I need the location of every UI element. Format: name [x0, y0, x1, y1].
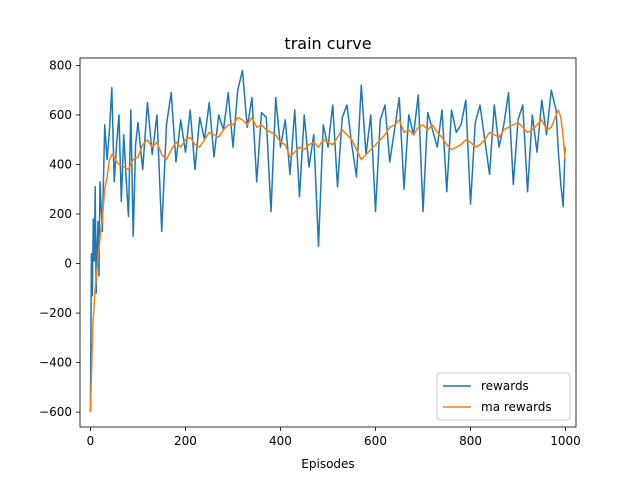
x-tick-label: 200 [174, 434, 197, 448]
y-tick-label: −200 [39, 306, 72, 320]
y-tick-label: 0 [64, 257, 72, 271]
x-axis-label: Episodes [301, 457, 354, 471]
y-tick-label: 600 [49, 108, 72, 122]
axes-frame [79, 57, 577, 428]
legend-entry-label: ma rewards [481, 400, 552, 414]
y-tick-label: 400 [49, 157, 72, 171]
series-line-ma-rewards [89, 109, 566, 413]
legend: rewards ma rewards [436, 372, 571, 421]
chart-title: train curve [284, 34, 371, 53]
y-tick-label: 200 [49, 207, 72, 221]
legend-entry-label: rewards [481, 379, 529, 393]
series-group [89, 69, 566, 413]
plot-area: 0 200 400 600 800 1000 −600 −400 −200 0 200 400 600 8… [39, 57, 581, 448]
x-tick-label: 0 [87, 434, 95, 448]
x-tick-label: 600 [364, 434, 387, 448]
y-tick-label: −600 [39, 405, 72, 419]
legend-box [436, 372, 571, 421]
series-line-rewards [89, 69, 566, 413]
x-tick-label: 400 [269, 434, 292, 448]
x-tick-label: 1000 [550, 434, 581, 448]
y-tick-label: −400 [39, 356, 72, 370]
x-tick-label: 800 [459, 434, 482, 448]
y-tick-label: 800 [49, 58, 72, 72]
